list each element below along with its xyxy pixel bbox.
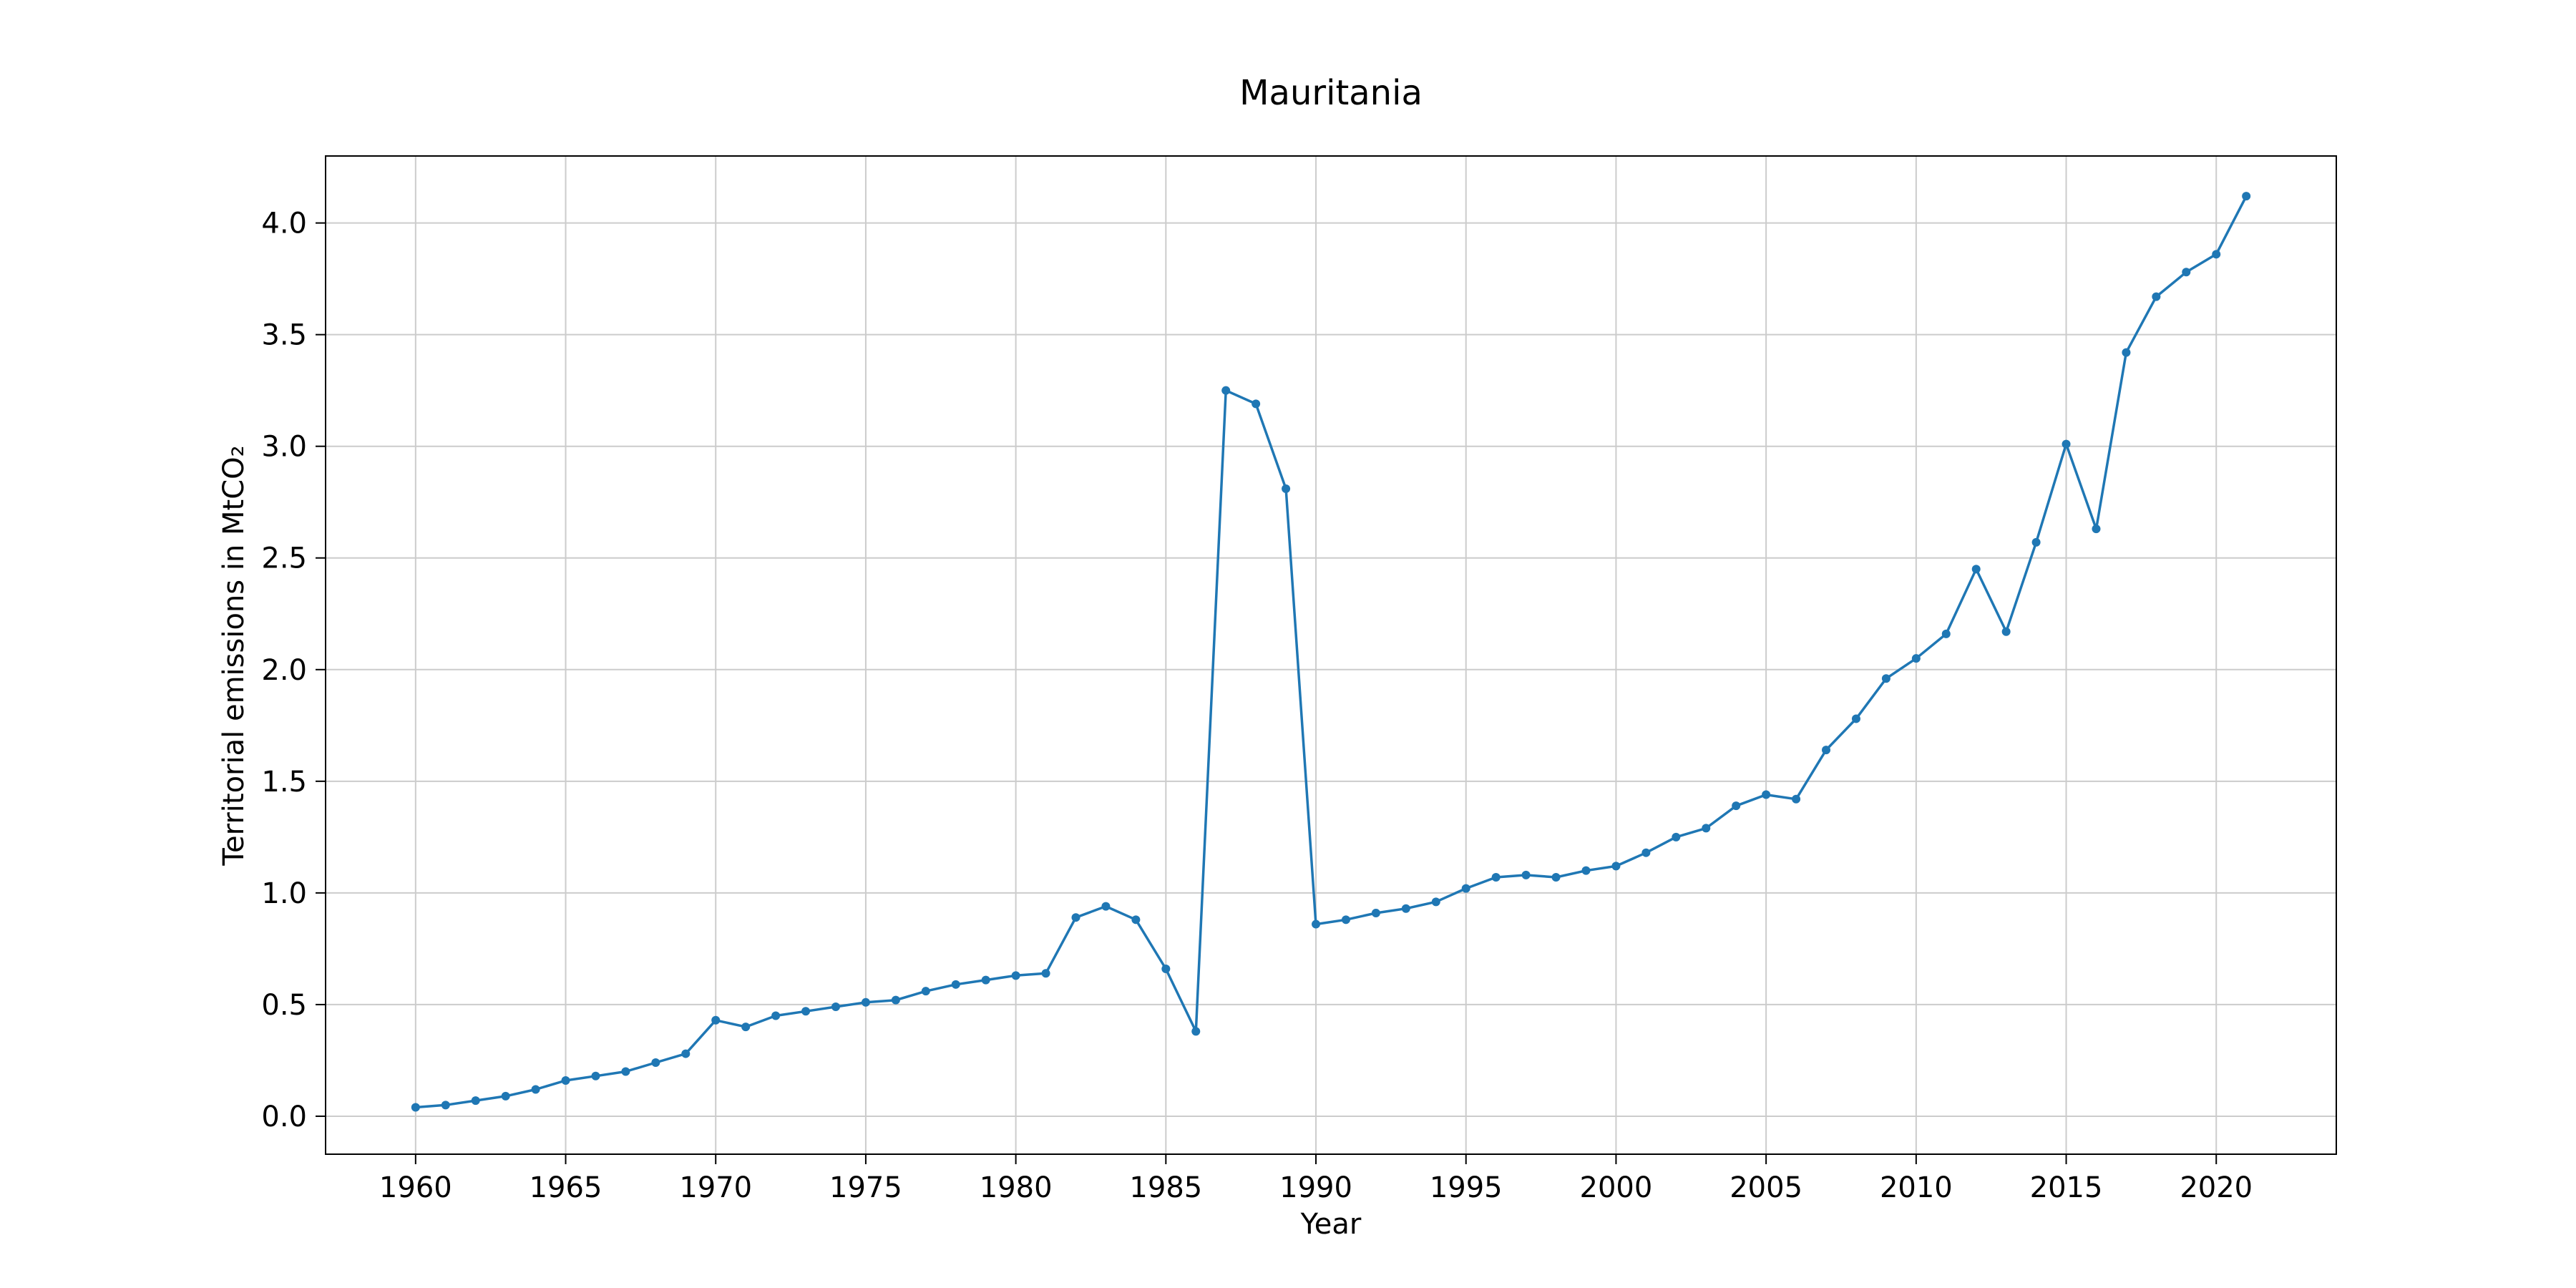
data-point bbox=[741, 1023, 751, 1032]
x-tick-label: 1975 bbox=[829, 1171, 902, 1204]
data-point bbox=[2122, 348, 2131, 357]
y-tick-label: 0.0 bbox=[261, 1101, 307, 1133]
data-point bbox=[1881, 674, 1890, 683]
y-tick-label: 3.0 bbox=[261, 431, 307, 464]
data-point bbox=[2212, 250, 2221, 259]
x-tick-label: 1980 bbox=[980, 1171, 1053, 1204]
data-point bbox=[861, 997, 870, 1007]
data-point bbox=[981, 975, 990, 985]
data-point bbox=[801, 1007, 811, 1016]
x-tick-label: 2000 bbox=[1580, 1171, 1653, 1204]
data-point bbox=[1551, 873, 1561, 882]
x-tick-label: 1970 bbox=[679, 1171, 752, 1204]
data-point bbox=[951, 980, 960, 989]
data-point bbox=[771, 1011, 781, 1020]
series-layer bbox=[411, 192, 2251, 1112]
data-point bbox=[1611, 862, 1621, 871]
data-point bbox=[1702, 824, 1711, 833]
data-point bbox=[1521, 870, 1531, 879]
data-point bbox=[471, 1096, 480, 1106]
data-point bbox=[2092, 525, 2101, 534]
x-tick-label: 1990 bbox=[1279, 1171, 1352, 1204]
x-axis: 1960 1965 1970 1975 1980 1985 1990 1995 2000 2005… bbox=[379, 1154, 2253, 1204]
data-point bbox=[681, 1049, 691, 1058]
data-point bbox=[1011, 971, 1020, 980]
data-point bbox=[1461, 884, 1470, 893]
y-tick-label: 2.5 bbox=[261, 542, 307, 575]
data-point bbox=[1971, 565, 1981, 574]
chart-title: Mauritania bbox=[1239, 73, 1423, 113]
y-tick-label: 0.5 bbox=[261, 989, 307, 1022]
data-point bbox=[891, 995, 900, 1005]
x-tick-label: 1960 bbox=[379, 1171, 452, 1204]
data-point bbox=[531, 1085, 540, 1094]
data-point bbox=[1312, 919, 1321, 929]
data-point bbox=[921, 987, 930, 996]
data-point bbox=[1161, 964, 1171, 973]
data-point bbox=[2001, 627, 2011, 636]
x-tick-label: 2015 bbox=[2030, 1171, 2103, 1204]
data-point bbox=[1641, 848, 1651, 857]
y-tick-label: 2.0 bbox=[261, 654, 307, 687]
x-tick-label: 1965 bbox=[530, 1171, 602, 1204]
data-point bbox=[441, 1101, 450, 1110]
y-tick-label: 1.0 bbox=[261, 877, 307, 910]
data-point bbox=[1071, 913, 1080, 922]
data-point bbox=[1581, 866, 1591, 875]
data-point bbox=[831, 1002, 840, 1012]
data-point bbox=[2242, 192, 2251, 201]
x-tick-label: 2005 bbox=[1729, 1171, 1802, 1204]
y-tick-label: 4.0 bbox=[261, 208, 307, 240]
data-point bbox=[2062, 439, 2071, 449]
data-point bbox=[621, 1067, 630, 1076]
data-point bbox=[561, 1076, 570, 1085]
x-tick-label: 1985 bbox=[1129, 1171, 1202, 1204]
data-point bbox=[651, 1058, 660, 1068]
data-point bbox=[1101, 902, 1111, 911]
data-point bbox=[1282, 484, 1291, 493]
grid-lines bbox=[326, 156, 2336, 1154]
data-point bbox=[1822, 746, 1831, 755]
data-point bbox=[1491, 873, 1501, 882]
data-point bbox=[2182, 268, 2191, 277]
y-tick-label: 3.5 bbox=[261, 319, 307, 352]
data-point bbox=[1371, 908, 1380, 917]
y-axis: 0.0 0.5 1.0 1.5 2.0 2.5 3.0 3.5 4.0 bbox=[261, 208, 326, 1133]
data-point bbox=[1341, 915, 1350, 924]
data-point bbox=[2152, 292, 2161, 301]
data-point bbox=[2031, 537, 2041, 547]
plot-area-frame bbox=[325, 155, 2337, 1155]
data-point bbox=[1431, 897, 1440, 907]
series-line bbox=[415, 195, 2248, 1109]
data-point bbox=[411, 1103, 420, 1112]
y-tick-label: 1.5 bbox=[261, 766, 307, 799]
x-tick-label: 2020 bbox=[2180, 1171, 2253, 1204]
data-point bbox=[1401, 904, 1410, 913]
x-tick-label: 1995 bbox=[1430, 1171, 1503, 1204]
data-point bbox=[1672, 832, 1681, 841]
data-point bbox=[1762, 790, 1771, 799]
data-point bbox=[591, 1071, 600, 1080]
data-point bbox=[1941, 629, 1951, 638]
data-point bbox=[1911, 654, 1921, 663]
y-axis-title: Territorial emissions in MtCO₂ bbox=[218, 445, 250, 866]
data-point bbox=[1191, 1027, 1201, 1036]
data-point bbox=[1131, 915, 1141, 924]
data-point bbox=[1252, 399, 1261, 409]
data-point bbox=[1221, 386, 1231, 395]
x-axis-title: Year bbox=[1300, 1208, 1362, 1241]
data-point bbox=[1851, 714, 1860, 723]
data-point bbox=[1792, 794, 1801, 804]
data-point bbox=[1041, 969, 1050, 978]
data-point bbox=[711, 1015, 721, 1025]
data-point bbox=[501, 1091, 510, 1101]
x-tick-label: 2010 bbox=[1880, 1171, 1953, 1204]
data-point bbox=[1732, 801, 1741, 811]
